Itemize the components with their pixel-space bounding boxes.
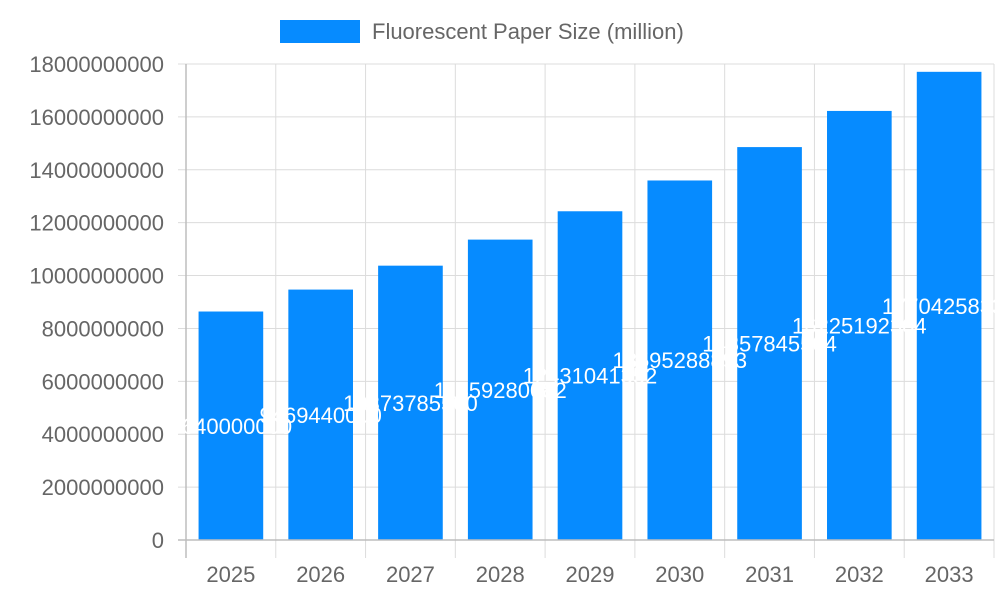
- legend-label: Fluorescent Paper Size (million): [372, 19, 684, 44]
- bar[interactable]: [647, 180, 713, 540]
- bar[interactable]: [288, 289, 353, 540]
- x-tick-label: 2026: [296, 562, 345, 587]
- x-tick-label: 2029: [566, 562, 615, 587]
- bar-value-label: 11359280082: [434, 378, 567, 403]
- x-tick-label: 2027: [386, 562, 435, 587]
- x-tick-label: 2025: [206, 562, 255, 587]
- y-tick-label: 14000000000: [29, 158, 164, 183]
- bar-value-label: 12431041352: [523, 364, 658, 389]
- bar-value-label: 10373785500: [343, 391, 478, 416]
- y-tick-label: 18000000000: [29, 52, 164, 77]
- y-tick-label: 8000000000: [42, 316, 164, 341]
- bar[interactable]: [378, 265, 443, 540]
- x-tick-label: 2031: [745, 562, 794, 587]
- bar-value-label: 8640000000: [170, 414, 292, 439]
- y-tick-label: 10000000000: [29, 264, 164, 289]
- bar-value-label: 16225192304: [792, 313, 927, 338]
- bar[interactable]: [827, 110, 892, 540]
- bar-value-label: 14857845504: [702, 332, 837, 357]
- x-tick-label: 2030: [655, 562, 704, 587]
- x-tick-label: 2033: [925, 562, 974, 587]
- x-tick-label: 2032: [835, 562, 884, 587]
- bar[interactable]: [737, 147, 802, 540]
- y-tick-label: 6000000000: [42, 369, 164, 394]
- bars: [198, 71, 982, 541]
- bar[interactable]: [916, 71, 982, 540]
- axes: 0 2000000000 4000000000 6000000000 800000000…: [29, 52, 994, 587]
- legend[interactable]: Fluorescent Paper Size (million): [280, 19, 684, 44]
- y-tick-label: 0: [152, 528, 164, 553]
- y-tick-label: 12000000000: [29, 211, 164, 236]
- data-labels: 8640000000946944000010373785500113592800…: [170, 294, 1000, 439]
- bar[interactable]: [557, 211, 623, 541]
- bar-value-label: 17704258333: [882, 294, 1000, 319]
- bar[interactable]: [467, 239, 533, 540]
- legend-swatch: [280, 20, 360, 43]
- bar-value-label: 9469440000: [259, 403, 381, 428]
- y-tick-label: 2000000000: [42, 475, 164, 500]
- y-tick-label: 16000000000: [29, 105, 164, 130]
- x-tick-label: 2028: [476, 562, 525, 587]
- bar-value-label: 13595288893: [612, 348, 747, 373]
- y-tick-label: 4000000000: [42, 422, 164, 447]
- bar[interactable]: [198, 311, 264, 540]
